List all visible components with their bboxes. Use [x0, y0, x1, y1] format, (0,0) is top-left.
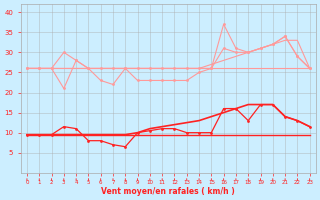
X-axis label: Vent moyen/en rafales ( km/h ): Vent moyen/en rafales ( km/h )	[101, 187, 235, 196]
